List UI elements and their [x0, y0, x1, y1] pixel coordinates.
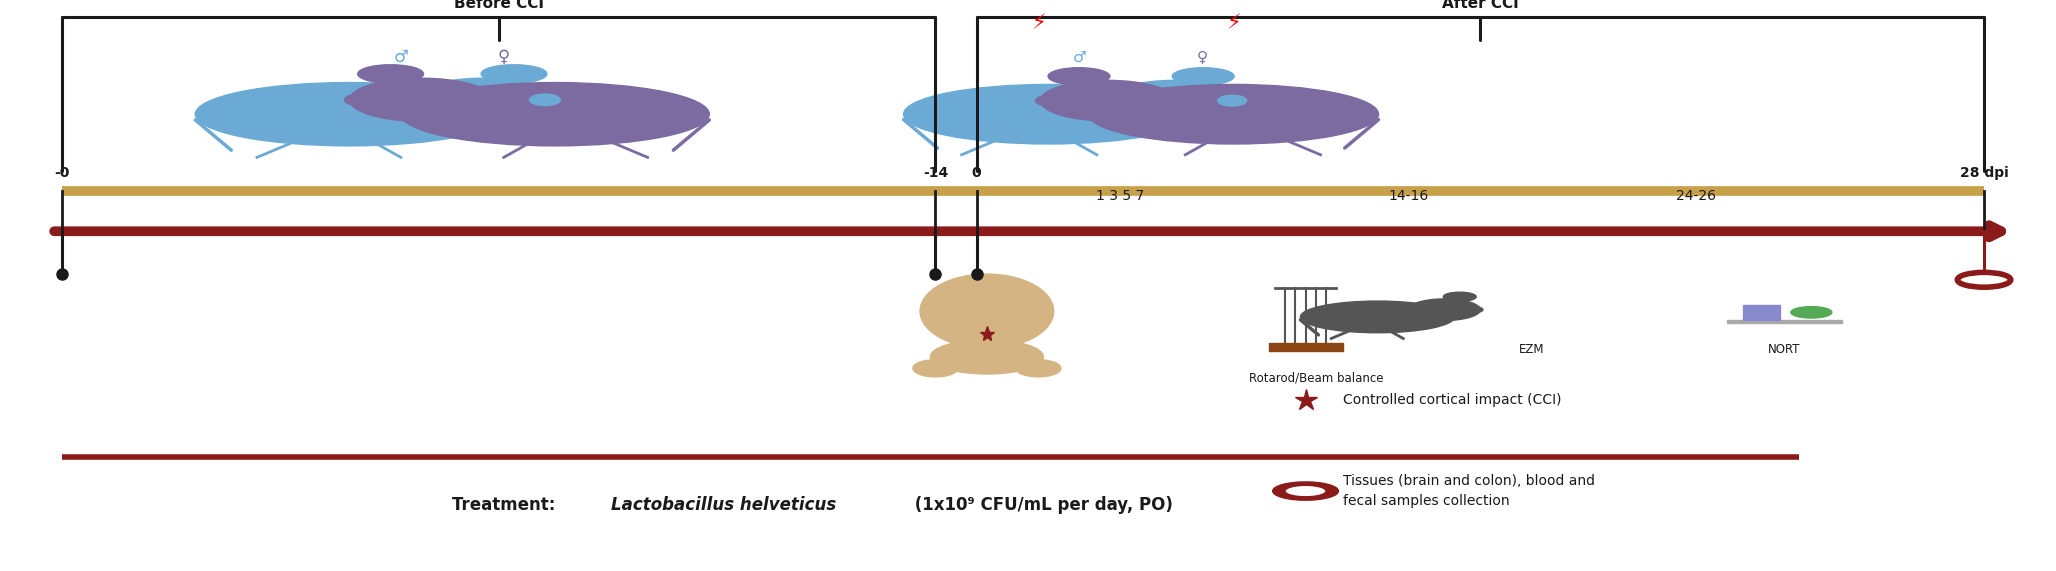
Text: Tissues (brain and colon), blood and
fecal samples collection: Tissues (brain and colon), blood and fec…: [1343, 475, 1595, 508]
Circle shape: [1791, 307, 1832, 318]
Text: After CCI: After CCI: [1441, 0, 1519, 11]
Ellipse shape: [1040, 81, 1176, 121]
Ellipse shape: [530, 94, 559, 106]
Ellipse shape: [1408, 299, 1480, 320]
Text: EZM: EZM: [1519, 343, 1544, 356]
Text: ⚡: ⚡: [1225, 13, 1242, 33]
Circle shape: [1172, 68, 1234, 85]
Text: 1 3 5 7: 1 3 5 7: [1096, 188, 1145, 203]
Ellipse shape: [411, 78, 555, 122]
Ellipse shape: [1036, 95, 1065, 106]
Ellipse shape: [1217, 95, 1246, 106]
Ellipse shape: [350, 78, 493, 122]
Text: ♂: ♂: [1073, 50, 1086, 65]
Text: ♀: ♀: [1197, 50, 1209, 65]
Ellipse shape: [401, 83, 709, 146]
Ellipse shape: [1106, 81, 1242, 121]
Ellipse shape: [913, 360, 958, 377]
Text: Lactobacillus helveticus: Lactobacillus helveticus: [611, 496, 837, 514]
Text: ♀: ♀: [498, 48, 510, 66]
Circle shape: [481, 65, 547, 83]
Ellipse shape: [905, 85, 1192, 144]
Text: 24-26: 24-26: [1676, 188, 1717, 203]
Text: Rotarod/Beam balance: Rotarod/Beam balance: [1248, 371, 1384, 384]
Text: (1x10⁹ CFU/mL per day, PO): (1x10⁹ CFU/mL per day, PO): [909, 496, 1172, 514]
Text: 28 dpi: 28 dpi: [1959, 166, 2009, 180]
Circle shape: [1443, 292, 1476, 301]
Text: Before CCI: Before CCI: [454, 0, 543, 11]
Ellipse shape: [919, 274, 1055, 348]
Circle shape: [1049, 68, 1110, 85]
Bar: [1269, 343, 1343, 351]
Ellipse shape: [1468, 307, 1482, 312]
Ellipse shape: [1090, 85, 1378, 144]
Ellipse shape: [929, 340, 1044, 374]
Circle shape: [358, 65, 424, 83]
Ellipse shape: [1301, 301, 1454, 333]
Ellipse shape: [345, 94, 376, 106]
Text: NORT: NORT: [1768, 343, 1801, 356]
Text: 0: 0: [972, 166, 981, 180]
Text: ⚡: ⚡: [1030, 13, 1047, 33]
Text: ♂: ♂: [393, 48, 409, 66]
Text: Treatment:: Treatment:: [452, 496, 561, 514]
Text: 14-16: 14-16: [1388, 188, 1429, 203]
Bar: [1743, 305, 1780, 320]
Text: -0: -0: [53, 166, 70, 180]
Text: Controlled cortical impact (CCI): Controlled cortical impact (CCI): [1343, 393, 1561, 407]
Ellipse shape: [195, 83, 504, 146]
Ellipse shape: [1016, 360, 1061, 377]
Text: -14: -14: [923, 166, 948, 180]
Bar: [1727, 320, 1842, 323]
